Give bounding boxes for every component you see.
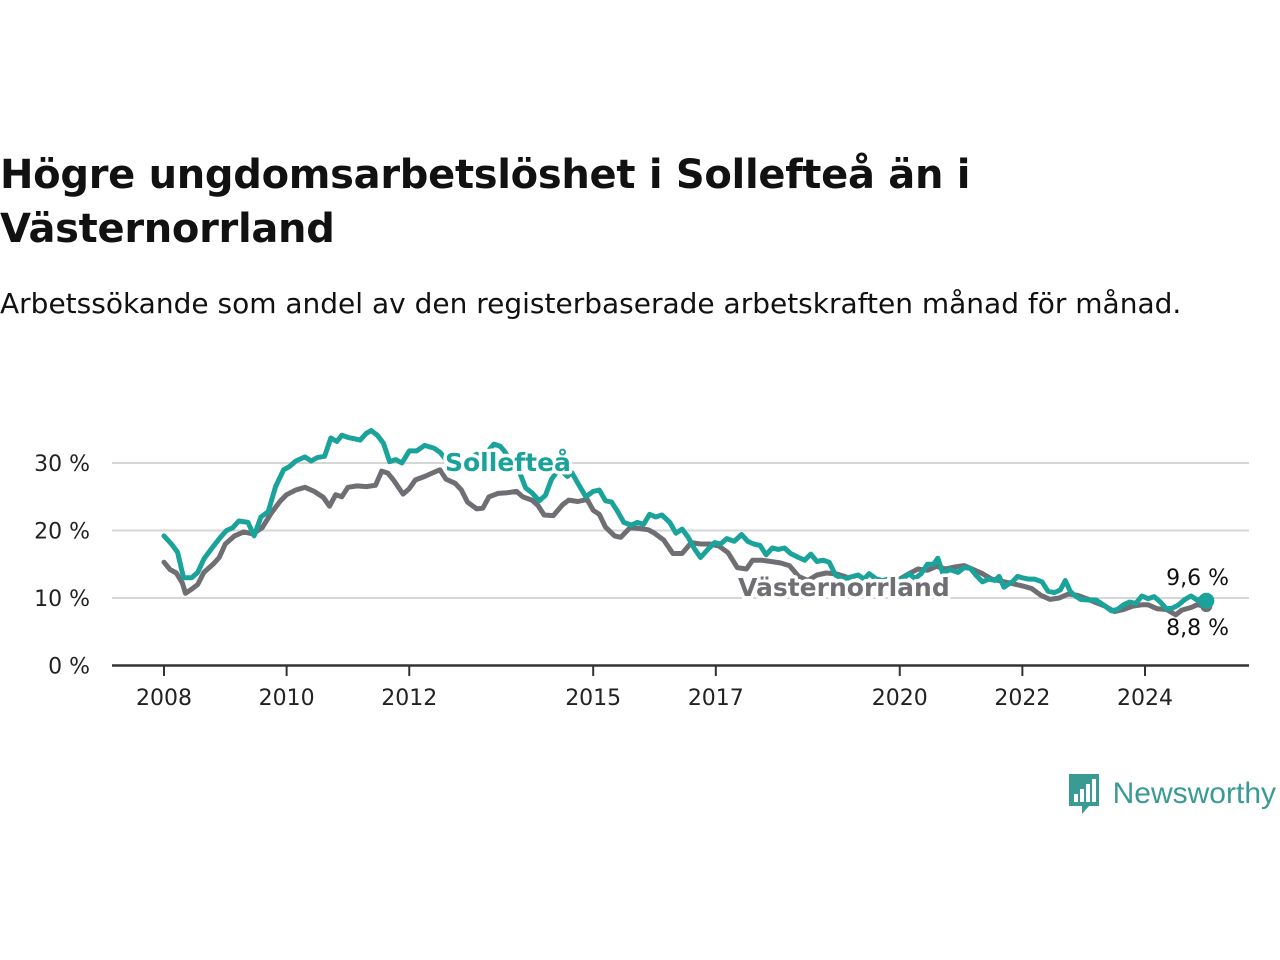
end-label-solleftea: 9,6 % [1166,566,1229,591]
x-tick-label: 2008 [136,686,192,711]
series-label-solleftea: Sollefteå [445,448,571,477]
series-label-vasternorrland: Västernorrland [738,573,950,602]
brand-name: Newsworthy [1112,777,1276,810]
x-tick-label: 2024 [1117,686,1173,711]
end-label-vasternorrland: 8,8 % [1166,616,1229,641]
chart-subtitle: Arbetssökande som andel av den registerb… [0,287,1182,320]
x-tick-label: 2015 [565,686,621,711]
y-tick-label: 20 % [34,520,90,545]
end-markers [1198,592,1215,613]
x-tick-label: 2017 [688,686,744,711]
y-tick-label: 30 % [34,452,90,477]
x-axis-ticks: 2008 2010 2012 2015 2017 2020 2022 2024 [136,666,1173,711]
series-line-solleftea [161,428,1209,614]
series-labels: Västernorrland Sollefteå [442,445,954,606]
x-tick-label: 2020 [872,686,928,711]
x-tick-label: 2022 [994,686,1050,711]
x-tick-label: 2010 [259,686,315,711]
x-tick-label: 2012 [381,686,437,711]
bar-chart-speech-bubble-icon [1068,774,1099,814]
newsworthy-logo: Newsworthy [1067,772,1276,816]
chart-title: Högre ungdomsarbetslöshet i Sollefteå än… [0,152,971,252]
end-point-marker-solleftea [1198,592,1215,609]
y-tick-label: 0 % [48,655,90,680]
y-tick-label: 10 % [34,587,90,612]
series-lines [161,428,1209,618]
y-axis-tick-labels: 0 % 10 % 20 % 30 % [34,452,90,680]
series-line-vasternorrland [161,467,1209,618]
